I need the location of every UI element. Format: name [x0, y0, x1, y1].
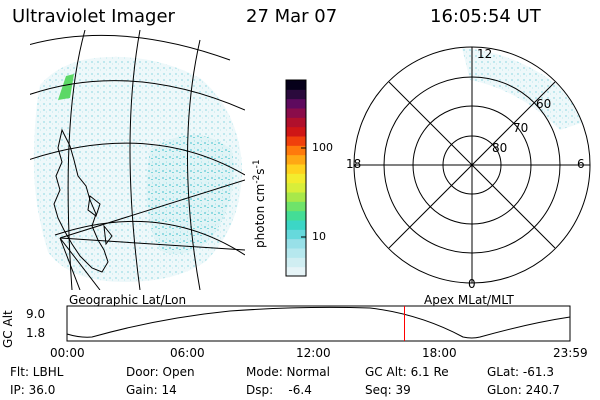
altitude-curve [66, 306, 571, 339]
timeline-xtick: 06:00 [170, 346, 205, 360]
timeline-ytick: 9.0 [26, 307, 46, 321]
timeline-ylabel: GC Alt [1, 310, 15, 348]
colorbar-tick: 10 [312, 230, 326, 243]
mlt-label-6: 6 [577, 157, 585, 171]
timeline-xtick: 00:00 [50, 346, 85, 360]
mlt-label-18: 18 [346, 157, 362, 171]
dsp-info: Dsp: -6.4 [246, 383, 312, 397]
colorbar-segment [286, 220, 306, 230]
mlat-label-70: 70 [513, 121, 529, 135]
mode-info: Mode: Normal [246, 365, 330, 379]
filter-info: Flt: LBHL [10, 365, 64, 379]
glat-info: GLat: -61.3 [487, 365, 554, 379]
graticule [30, 30, 245, 290]
colorbar-segment [286, 154, 306, 165]
colorbar-tick: 100 [312, 141, 333, 154]
polar-grid [353, 46, 591, 284]
seq-info: Seq: 39 [365, 383, 411, 397]
colorbar-segment [286, 173, 306, 184]
island [103, 224, 113, 246]
colorbar-segment [286, 136, 306, 146]
polar-emission-region [462, 48, 590, 130]
image-date: 27 Mar 07 [246, 6, 338, 27]
timeline-xtick: 23:59 [553, 346, 588, 360]
colorbar-segment [286, 266, 306, 277]
door-info: Door: Open [126, 365, 195, 379]
gain-info: Gain: 14 [126, 383, 177, 397]
colorbar-segment [286, 192, 306, 202]
instrument-title: Ultraviolet Imager [12, 6, 175, 27]
colorbar-segment [286, 126, 306, 137]
colorbar-segment [286, 257, 306, 268]
timeline-frame [66, 305, 571, 342]
mlt-label-12: 12 [477, 47, 493, 61]
colorbar-segment [286, 80, 306, 90]
colorbar-segment [286, 98, 306, 109]
colorbar-segment [286, 210, 306, 221]
glon-info: GLon: 240.7 [487, 383, 560, 397]
apex-label: Apex MLat/MLT [424, 293, 514, 307]
colorbar-segment [286, 182, 306, 193]
mlt-label-0: 0 [468, 277, 476, 291]
ip-info: IP: 36.0 [10, 383, 56, 397]
colorbar-segment [286, 201, 306, 212]
colorbar-segment [286, 117, 306, 128]
timeline-xtick: 18:00 [422, 346, 457, 360]
colorbar-segment [286, 229, 306, 240]
timeline-ytick: 1.8 [26, 326, 46, 340]
geographic-label: Geographic Lat/Lon [69, 293, 187, 307]
emission-arc [58, 74, 74, 100]
colorbar-segment [286, 164, 306, 174]
colorbar-segment [286, 108, 306, 118]
timeline-xtick: 12:00 [296, 346, 331, 360]
mlat-label-60: 60 [536, 97, 552, 111]
colorbar-frame [285, 79, 307, 277]
mlat-label-80: 80 [492, 141, 508, 155]
colorbar-segment [286, 89, 306, 100]
image-time: 16:05:54 UT [430, 6, 541, 27]
colorbar-segment [286, 145, 306, 156]
colorbar-segment [286, 238, 306, 249]
coastline [53, 128, 109, 273]
gc-alt-info: GC Alt: 6.1 Re [365, 365, 449, 379]
colorbar-segment [286, 248, 306, 258]
island [87, 195, 101, 217]
